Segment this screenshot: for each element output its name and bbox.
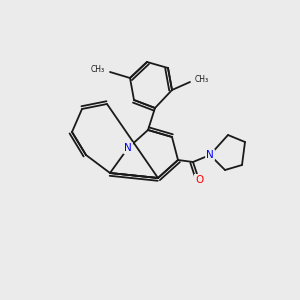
Text: N: N [206,150,214,160]
Text: CH₃: CH₃ [195,76,209,85]
Text: CH₃: CH₃ [91,64,105,74]
Text: O: O [195,175,203,185]
Text: N: N [124,143,132,153]
